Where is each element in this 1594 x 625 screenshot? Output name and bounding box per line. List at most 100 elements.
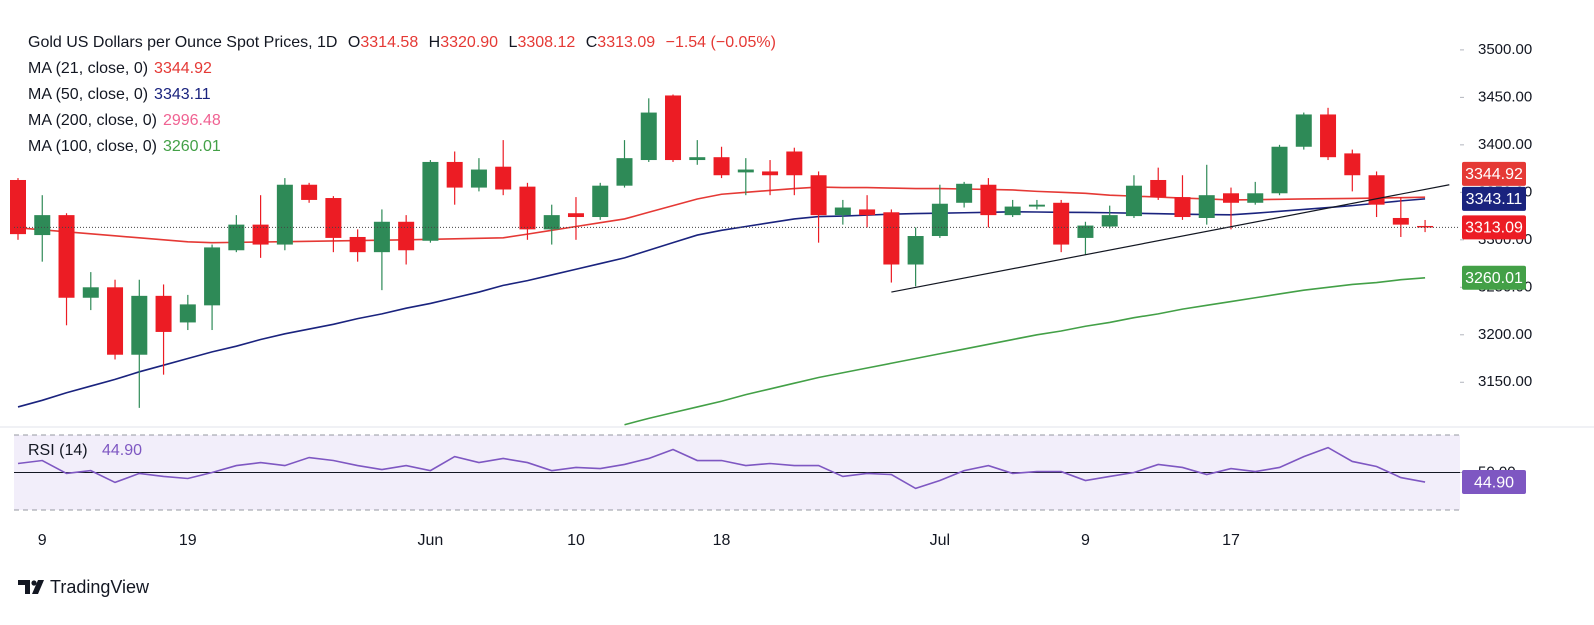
candle-body	[640, 112, 657, 161]
candle-body	[34, 215, 51, 236]
candle-body	[762, 171, 779, 176]
candle-body	[980, 184, 997, 216]
candle-body	[155, 295, 172, 332]
x-tick-label: 19	[179, 532, 197, 549]
candle-body	[204, 247, 221, 306]
candle-body	[713, 157, 730, 176]
x-tick-label: Jul	[930, 532, 950, 549]
candle-body	[1295, 114, 1312, 147]
legend-name: MA (50, close, 0)	[28, 86, 149, 103]
y-tick-label: 3200.00	[1478, 326, 1532, 343]
candle-body	[1053, 202, 1070, 245]
candle-body	[1101, 215, 1118, 227]
candle-body	[228, 224, 245, 251]
candle-body	[1077, 225, 1094, 238]
candle-body	[1150, 179, 1167, 198]
ohlc-value: 3314.58	[360, 34, 419, 51]
candle-body	[834, 207, 851, 216]
legend-name: MA (200, close, 0)	[28, 112, 157, 129]
y-tick-label: 3500.00	[1478, 41, 1532, 58]
candle-body	[495, 166, 512, 190]
x-tick-label: 18	[713, 532, 731, 549]
ohlc-letter: H	[428, 34, 441, 51]
candle-body	[1344, 153, 1361, 176]
value-badge	[1462, 215, 1526, 240]
ohlc-letter: C	[585, 34, 598, 51]
ma-legend: MA (21, close, 0) 3344.92 MA (50, close, 0…	[28, 56, 776, 160]
x-tick-label: Jun	[418, 532, 444, 549]
candle-body	[592, 185, 609, 218]
candle-body	[1125, 185, 1142, 217]
legend-row: MA (21, close, 0) 3344.92	[28, 56, 776, 82]
x-tick-label: 17	[1222, 532, 1240, 549]
ohlc-value: 3320.90	[440, 34, 499, 51]
candle-body	[543, 215, 560, 230]
candle-body	[1320, 114, 1337, 158]
y-tick-label: 3400.00	[1478, 136, 1532, 153]
candle-body	[179, 304, 196, 323]
candle-body	[1198, 195, 1215, 218]
candle-body	[810, 175, 827, 216]
candle-body	[1368, 175, 1385, 205]
series-line	[17, 446, 1426, 490]
candle-body	[859, 209, 876, 216]
value-badge-label: 44.90	[1474, 474, 1514, 491]
candle-body	[665, 95, 682, 161]
series-line	[17, 186, 1426, 244]
value-badge	[1462, 161, 1526, 186]
y-tick-label: 3450.00	[1478, 88, 1532, 105]
candle-body	[567, 213, 584, 218]
candle-body	[349, 236, 366, 253]
candle-body	[1271, 146, 1288, 194]
value-badge	[1462, 186, 1526, 211]
candle-body	[373, 221, 390, 253]
candle-body	[616, 158, 633, 186]
change: −1.54 (−0.05%)	[665, 34, 776, 51]
x-tick-label: 9	[1081, 532, 1090, 549]
candle-body	[82, 287, 99, 298]
x-tick-label: 10	[567, 532, 585, 549]
value-badge-label: 3343.11	[1466, 191, 1523, 208]
candle-body	[398, 221, 415, 251]
candle-body	[1247, 193, 1264, 203]
candle-body	[446, 161, 463, 188]
candle-body	[131, 295, 148, 355]
rsi-value: 44.90	[102, 442, 142, 459]
brand: TradingView	[50, 577, 150, 597]
legend-row: MA (50, close, 0) 3343.11	[28, 82, 776, 108]
value-badge-label: 3313.09	[1465, 220, 1523, 237]
value-badge-label: 3344.92	[1465, 166, 1523, 183]
tv-logo	[18, 580, 44, 594]
candle-body	[689, 157, 706, 161]
series-line	[624, 276, 1426, 426]
candle-body	[10, 179, 26, 235]
candle-body	[907, 236, 924, 265]
candle-body	[1417, 225, 1434, 228]
y-tick-label: 3150.00	[1478, 373, 1532, 390]
legend: Gold US Dollars per Ounce Spot Prices, 1…	[28, 30, 776, 160]
legend-name: MA (21, close, 0)	[28, 60, 149, 77]
series-line	[17, 198, 1426, 408]
candle-body	[1392, 217, 1409, 225]
candle-body	[301, 184, 318, 200]
candle-body	[422, 161, 439, 241]
candle-body	[883, 212, 900, 265]
candle-body	[1223, 193, 1239, 203]
candle-body	[1028, 204, 1045, 207]
legend-row: MA (100, close, 0) 3260.01	[28, 134, 776, 160]
candle-body	[931, 203, 948, 237]
ohlc-letter: L	[508, 34, 518, 51]
candle-body	[107, 287, 124, 355]
value-badge	[1462, 470, 1526, 495]
trendline	[891, 184, 1450, 293]
candle-body	[325, 198, 342, 238]
title: Gold US Dollars per Ounce Spot Prices, 1…	[28, 34, 338, 51]
rsi-name: RSI (14)	[28, 442, 88, 459]
x-tick-label: 9	[38, 532, 47, 549]
legend-value: 3260.01	[162, 138, 221, 155]
candle-body	[519, 186, 536, 230]
legend-value: 3344.92	[154, 60, 212, 77]
candle-body	[1004, 206, 1021, 216]
